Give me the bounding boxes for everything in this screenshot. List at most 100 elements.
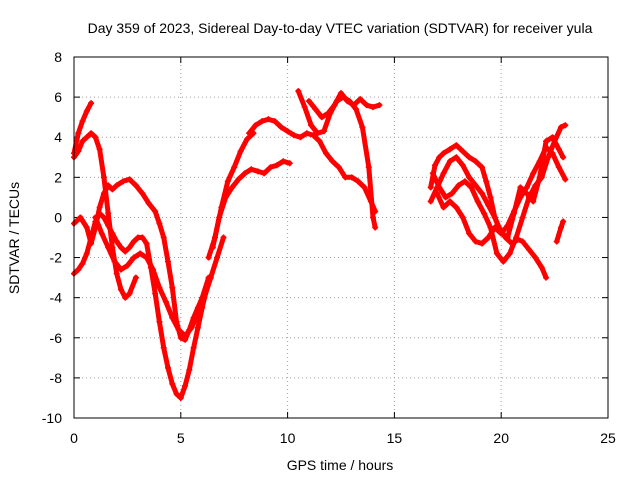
data-point-marker (100, 174, 107, 181)
y-tick-label: -10 (42, 410, 62, 426)
x-tick-label: 10 (280, 430, 296, 446)
data-point-marker (429, 170, 436, 177)
data-point-marker (513, 234, 520, 241)
data-point-marker (370, 214, 377, 221)
data-point-marker (79, 260, 86, 267)
data-point-marker (286, 160, 293, 167)
data-point-marker (519, 214, 526, 221)
data-point-marker (194, 324, 201, 331)
data-point-marker (478, 240, 485, 247)
data-point-marker (258, 118, 265, 125)
data-point-marker (523, 184, 530, 191)
data-point-marker (145, 200, 152, 207)
series-layer (71, 88, 569, 401)
data-point-marker (530, 198, 537, 205)
data-point-marker (100, 214, 107, 221)
data-point-marker (79, 118, 86, 125)
data-point-marker (278, 124, 285, 131)
data-point-marker (169, 314, 176, 321)
data-point-marker (355, 178, 362, 185)
data-point-marker (284, 128, 291, 135)
data-point-marker (231, 164, 238, 171)
data-point-marker (348, 174, 355, 181)
data-point-marker (538, 264, 545, 271)
y-tick-label: -6 (50, 330, 63, 346)
data-point-marker (291, 132, 298, 139)
data-point-marker (201, 294, 208, 301)
data-point-marker (338, 90, 344, 97)
data-point-marker (468, 184, 475, 191)
data-point-marker (295, 88, 302, 95)
data-point-marker (96, 210, 103, 217)
data-point-marker (88, 234, 95, 241)
data-point-marker (209, 244, 216, 251)
data-point-marker (558, 124, 565, 131)
data-point-marker (143, 240, 150, 247)
data-point-marker (376, 102, 383, 109)
data-point-marker (186, 366, 193, 373)
data-point-marker (312, 106, 319, 113)
series-trace-2 (71, 130, 139, 301)
data-point-marker (261, 170, 268, 177)
series-trace-10 (305, 90, 383, 121)
data-point-marker (560, 154, 567, 161)
data-point-marker (530, 170, 537, 177)
data-point-marker (246, 130, 253, 137)
data-point-marker (359, 124, 366, 131)
series-trace-14 (434, 134, 567, 247)
data-point-marker (117, 266, 124, 273)
data-point-marker (523, 190, 530, 197)
data-point-marker (532, 254, 539, 261)
data-point-marker (122, 294, 129, 301)
data-point-marker (177, 334, 184, 341)
data-point-marker (363, 102, 370, 109)
x-tick-label: 5 (177, 430, 185, 446)
data-point-marker (316, 138, 323, 145)
data-point-marker (164, 364, 171, 371)
data-point-marker (156, 284, 163, 291)
data-point-marker (105, 244, 112, 251)
y-tick-label: 0 (54, 209, 62, 225)
data-point-marker (466, 230, 473, 237)
data-point-marker (237, 148, 244, 155)
data-point-marker (120, 178, 127, 185)
series-line (428, 142, 549, 281)
y-axis-label: SDTVAR / TECUs (6, 182, 22, 294)
data-point-marker (325, 110, 332, 117)
data-point-marker (207, 274, 214, 281)
data-point-marker (431, 162, 438, 169)
data-point-marker (427, 184, 434, 191)
data-point-marker (156, 318, 163, 325)
data-point-marker (96, 146, 103, 153)
data-point-marker (442, 194, 449, 201)
data-point-marker (545, 154, 552, 161)
data-point-marker (466, 174, 473, 181)
data-point-marker (436, 184, 443, 191)
data-point-marker (329, 158, 336, 165)
data-point-marker (152, 208, 159, 215)
data-point-marker (370, 104, 377, 111)
data-point-marker (222, 194, 229, 201)
data-point-marker (273, 162, 280, 169)
data-point-marker (235, 176, 242, 183)
data-point-marker (109, 230, 116, 237)
data-point-marker (474, 198, 481, 205)
data-point-marker (111, 258, 118, 265)
data-point-marker (143, 254, 150, 261)
data-point-marker (511, 210, 518, 217)
data-point-marker (555, 146, 562, 153)
data-point-marker (173, 390, 180, 397)
series-trace-7 (209, 158, 293, 251)
data-point-marker (446, 198, 453, 205)
data-point-marker (109, 186, 116, 193)
data-point-marker (459, 148, 466, 155)
data-point-marker (150, 266, 157, 273)
data-point-marker (536, 174, 543, 181)
data-point-marker (139, 190, 146, 197)
data-point-marker (498, 230, 505, 237)
data-point-marker (472, 182, 479, 189)
data-point-marker (126, 176, 133, 183)
y-tick-label: -4 (50, 290, 63, 306)
data-point-marker (558, 224, 565, 231)
data-point-marker (459, 214, 466, 221)
